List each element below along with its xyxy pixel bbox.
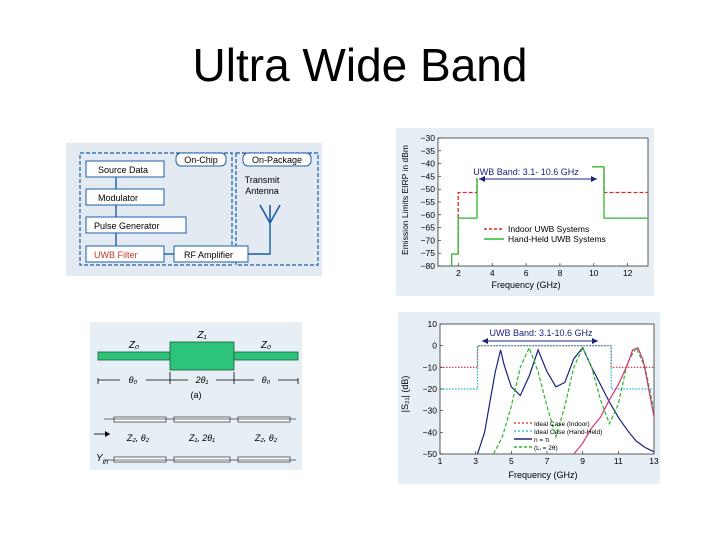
source-data-block — [85, 160, 165, 178]
two-theta1-label: 2θ₁ — [195, 375, 209, 385]
source-data-label: Source Data — [98, 165, 148, 175]
on-package-label: On-Package — [252, 155, 302, 165]
on-chip-tag — [175, 152, 227, 167]
z2-theta2-right-label: Z₂, θ₂ — [254, 433, 278, 443]
chart2-ytick-6: −50 — [423, 449, 438, 459]
chart2-xlabel: Frequency (GHz) — [508, 470, 577, 480]
chart1-band-arrow — [479, 176, 597, 182]
chart2-ytick-5: −40 — [423, 427, 438, 437]
chart2-legend-handheld: Ideal Case (Hand-Held) — [534, 429, 602, 436]
uwb-transmitter-block-diagram: On-Chip On-Package Source Data Modulator… — [66, 143, 322, 276]
yin-label: Yin — [96, 453, 108, 466]
chart2-title: UWB Band: 3.1-10.6 GHz — [489, 328, 593, 338]
chart2-ytick-4: −30 — [423, 406, 438, 416]
chart1-ytick-3: −45 — [421, 171, 436, 181]
z2-theta2-left-label: Z₂, θ₂ — [126, 433, 150, 443]
chart2-xtick-1: 3 — [473, 456, 478, 466]
chart1-legend-indoor: Indoor UWB Systems — [508, 224, 589, 234]
yin-arrow — [94, 431, 110, 437]
chart2-xtick-6: 13 — [649, 456, 659, 466]
z1-label: Z₁ — [196, 330, 206, 341]
transmission-line-model — [104, 416, 296, 463]
chart2-band-arrow — [482, 338, 598, 344]
chart2-xtick-0: 1 — [438, 456, 443, 466]
chart2-legend-indoor: Ideal Case (Indoor) — [534, 421, 590, 428]
on-package-tag — [242, 152, 312, 167]
chart2-series-1 — [440, 345, 654, 390]
chart1-ytick-2: −40 — [421, 159, 436, 169]
chart1-ytick-1: −35 — [421, 146, 436, 156]
chart1-title-box — [460, 165, 592, 178]
chart1-ytick-0: −30 — [421, 133, 436, 143]
z1-two-theta1-label: Z₁, 2θ₁ — [188, 433, 215, 443]
chart1-ytick-7: −65 — [421, 223, 436, 233]
on-chip-region — [79, 152, 233, 266]
chart2-series-2 — [476, 346, 655, 455]
chart2-xtick-4: 9 — [580, 456, 585, 466]
chart1-xtick-5: 12 — [623, 268, 633, 278]
chart1-xtick-0: 2 — [456, 268, 461, 278]
yin-label-sub: in — [103, 459, 109, 466]
chart2-title-box — [478, 327, 604, 339]
chart2-legend-n: n = π — [534, 437, 550, 444]
chart2-ytick-2: −10 — [423, 362, 438, 372]
theta0-left-label: θ₀ — [129, 375, 138, 385]
chart1-ytick-6: −60 — [421, 210, 436, 220]
chart2-xtick-2: 5 — [509, 456, 514, 466]
chart1-ylabel: Emission Limits EIRP in dBm — [400, 145, 410, 255]
chart1-legend-handheld: Hand-Held UWB Systems — [508, 234, 606, 244]
z0-left-line — [97, 351, 171, 361]
z0-right-line — [233, 351, 299, 361]
on-chip-label: On-Chip — [184, 155, 218, 165]
yin-label-main: Y — [96, 453, 104, 464]
pulse-generator-block — [85, 216, 187, 234]
chart1-series-1 — [451, 166, 648, 266]
chart1-legend: Indoor UWB Systems Hand-Held UWB Systems — [484, 224, 606, 244]
chart2-ytick-0: 10 — [428, 319, 438, 329]
modulator-label: Modulator — [98, 193, 138, 203]
chart1-title: UWB Band: 3.1- 10.6 GHz — [473, 167, 579, 177]
chart2-xtick-5: 11 — [614, 456, 623, 466]
chart1-xlabel: Frequency (GHz) — [491, 280, 560, 290]
on-package-region — [235, 152, 319, 266]
chart1-xtick-4: 10 — [589, 268, 599, 278]
chart2-xtick-3: 7 — [545, 456, 550, 466]
transmit-antenna-label-line1: Transmit — [245, 175, 280, 185]
emission-limits-chart: 2 4 6 8 10 12 −30 −35 −40 −45 −50 −55 −60 −65 −70 −75 −8… — [396, 128, 654, 296]
amp-to-antenna-line — [248, 223, 271, 255]
chart2-ylabel: |S₂₁| (dB) — [400, 376, 410, 413]
dimension-arrows — [97, 372, 299, 384]
uwb-filter-label: UWB Filter — [94, 250, 138, 260]
schematic-caption: (a) — [191, 390, 202, 400]
transmit-antenna-label-line2: Antenna — [245, 186, 279, 196]
chart2-ytick-1: 0 — [432, 341, 437, 351]
chart2-series-4 — [573, 347, 655, 455]
antenna-icon — [259, 204, 281, 224]
chart2-ytick-3: −20 — [423, 384, 438, 394]
z1-line — [169, 341, 235, 371]
chart1-xtick-2: 6 — [524, 268, 529, 278]
chart2-series-0 — [440, 345, 654, 368]
chart1-ytick-4: −50 — [421, 184, 436, 194]
chart2-legend-l: (Lᵢ = 2θ) — [534, 445, 558, 452]
slide-title: Ultra Wide Band — [192, 39, 528, 91]
pulse-generator-label: Pulse Generator — [94, 221, 160, 231]
chart1-ytick-5: −55 — [421, 197, 436, 207]
filter-schematic: Z₀ Z₁ Z₀ θ₀ 2θ₁ θ₀ (a) Z₂, θ₂ Z₁, 2θ₁ Z₂… — [90, 322, 302, 470]
z0-right-label: Z₀ — [260, 340, 271, 351]
theta0-right-label: θ₀ — [262, 375, 271, 385]
z0-left-label: Z₀ — [128, 340, 139, 351]
chart1-ytick-8: −70 — [421, 235, 436, 245]
chart1-plot-area — [437, 137, 649, 267]
chart1-xtick-1: 4 — [490, 268, 495, 278]
chart1-xtick-3: 8 — [558, 268, 563, 278]
rf-amplifier-label: RF Amplifier — [184, 250, 233, 260]
chart2-legend: Ideal Case (Indoor) Ideal Case (Hand-Hel… — [514, 421, 602, 452]
chart1-ytick-9: −75 — [421, 248, 436, 258]
modulator-block — [85, 188, 165, 206]
chart2-series-3 — [492, 346, 655, 455]
chart1-ytick-10: −80 — [421, 261, 436, 271]
